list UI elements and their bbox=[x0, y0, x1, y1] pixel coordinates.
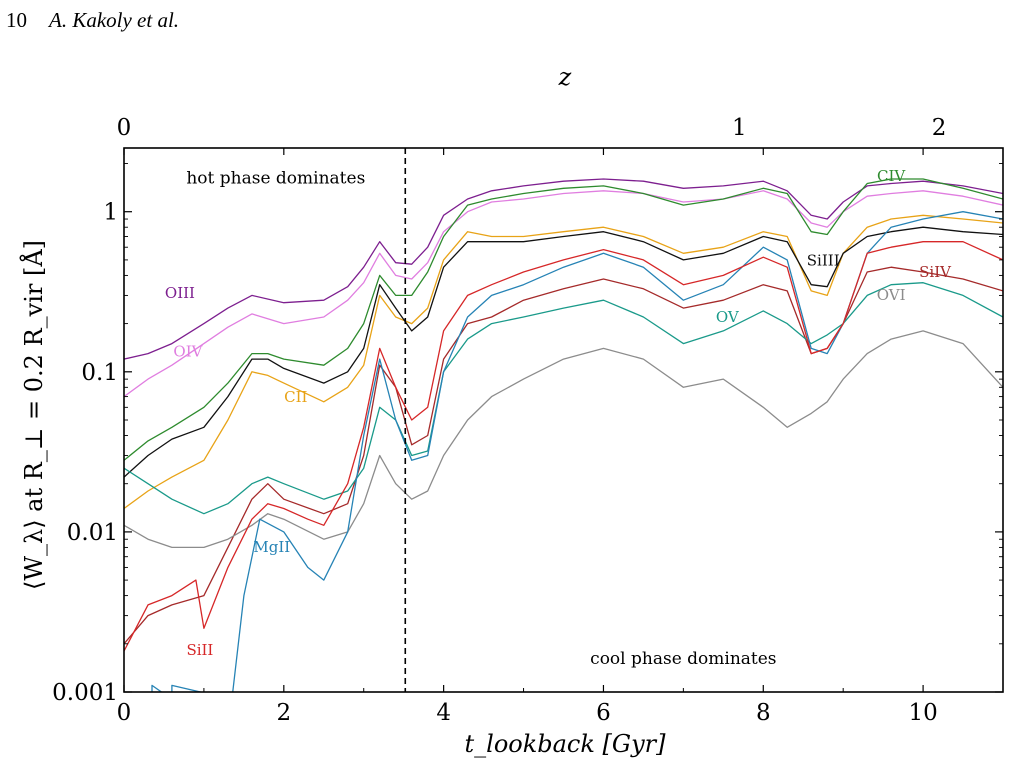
series-line-siiii bbox=[124, 226, 1003, 478]
y-axis-label: ⟨W_λ⟩ at R_⊥ = 0.2 R_vir [Å] bbox=[19, 240, 48, 590]
plot-frame bbox=[123, 147, 1004, 693]
bottom-x-axis: 0 2 4 6 8 10 bbox=[117, 148, 938, 726]
z-tick-label: 2 bbox=[932, 115, 947, 141]
series-label-oiii: OIII bbox=[165, 284, 195, 302]
y-tick-label: 0.1 bbox=[81, 360, 118, 386]
series-label-civ: CIV bbox=[877, 167, 906, 185]
x-tick-label: 4 bbox=[436, 700, 451, 726]
y-tick-label: 0.001 bbox=[52, 680, 118, 706]
series-line-siii bbox=[124, 241, 1003, 652]
annotation-cool-phase: cool phase dominates bbox=[590, 649, 776, 669]
x-axis-label: t_lookback [Gyr] bbox=[465, 730, 667, 758]
x-tick-label: 6 bbox=[596, 700, 611, 726]
series-line-oiii bbox=[124, 178, 1003, 360]
series-label-mgii: MgII bbox=[253, 538, 290, 556]
left-y-axis: 0.001 0.01 0.1 1 bbox=[52, 163, 1003, 706]
x-tick-label: 10 bbox=[908, 700, 937, 726]
z-tick-label: 1 bbox=[732, 115, 747, 141]
x-tick-label: 0 bbox=[117, 700, 132, 726]
series-label-siiv: SiIV bbox=[919, 263, 952, 281]
page-number: 10 bbox=[6, 8, 27, 32]
y-tick-label: 0.01 bbox=[67, 520, 118, 546]
series-line-siiv bbox=[124, 266, 1003, 645]
series-line-mgii bbox=[151, 211, 1003, 692]
series-label-ov: OV bbox=[716, 308, 740, 326]
series-label-cii: CII bbox=[284, 388, 307, 406]
series-label-ovi: OVI bbox=[877, 286, 906, 304]
series-line-oiv bbox=[124, 190, 1003, 398]
running-header: 10 A. Kakoly et al. bbox=[6, 8, 179, 33]
annotation-hot-phase: hot phase dominates bbox=[186, 169, 365, 189]
series-group bbox=[124, 178, 1003, 692]
author-line: A. Kakoly et al. bbox=[49, 8, 180, 32]
series-labels: OIII OIV CIV CII SiIII SiIV OV OVI MgII SiII bbox=[165, 167, 952, 659]
x-axis-label-symbol: t_lookback [Gyr] bbox=[465, 730, 667, 758]
top-redshift-axis: 0 1 2 bbox=[117, 115, 947, 141]
series-line-civ bbox=[124, 178, 1003, 461]
y-tick-label: 1 bbox=[103, 200, 118, 226]
x-tick-label: 2 bbox=[276, 700, 291, 726]
series-label-oiv: OIV bbox=[173, 342, 203, 360]
x-tick-label: 8 bbox=[756, 700, 771, 726]
top-axis-label: z bbox=[558, 63, 572, 91]
series-label-siiii: SiIII bbox=[807, 252, 840, 270]
series-label-siii: SiII bbox=[186, 641, 213, 659]
z-tick-label: 0 bbox=[117, 115, 132, 141]
series-line-cii bbox=[124, 214, 1003, 510]
series-line-ov bbox=[124, 282, 1003, 515]
